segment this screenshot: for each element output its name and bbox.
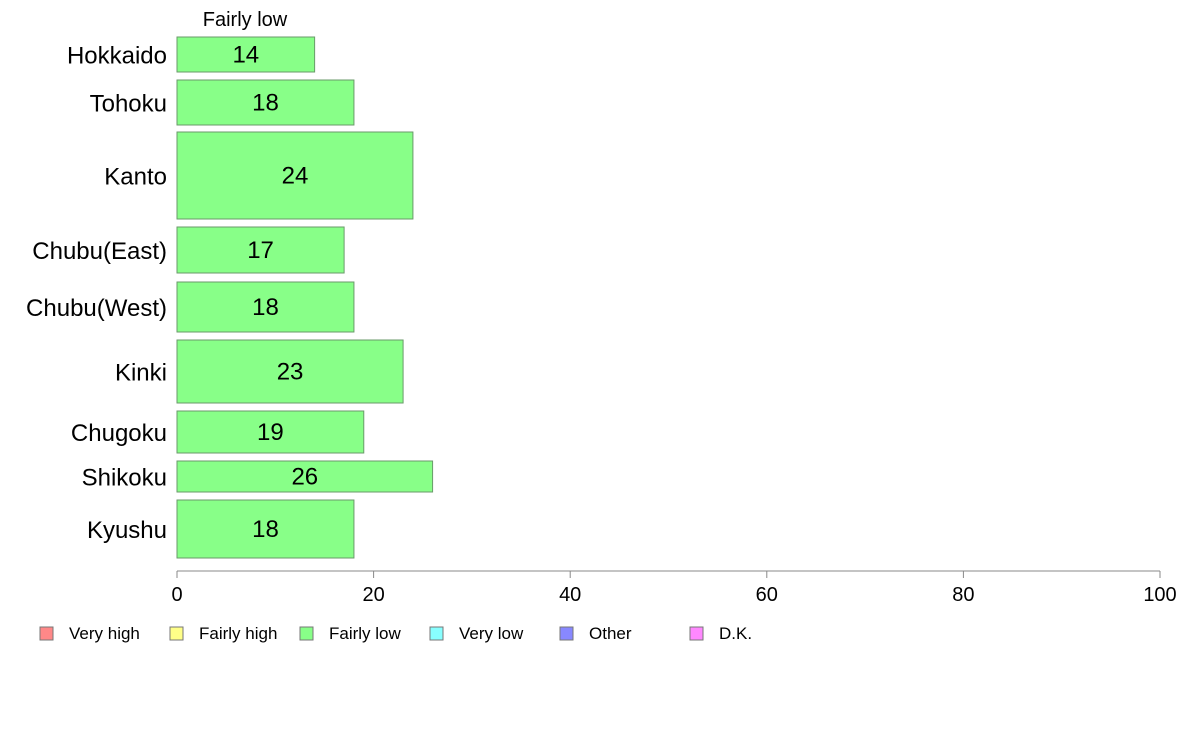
bar-chubu-east: [176, 226, 345, 274]
category-label: Kinki: [115, 360, 167, 387]
legend-label: Very high: [69, 624, 140, 643]
legend-label: Fairly low: [329, 624, 402, 643]
bar-value-label: 18: [252, 294, 279, 321]
bar-kanto: [176, 131, 414, 220]
bar-value-label: 26: [291, 464, 318, 491]
bar-value-label: 18: [252, 516, 279, 543]
category-label: Tohoku: [90, 91, 167, 118]
category-label: Hokkaido: [67, 43, 167, 70]
bar-value-label: 17: [247, 237, 274, 264]
bar-value-label: 19: [257, 419, 284, 446]
legend-swatch: [299, 626, 314, 641]
bar-shikoku: [176, 460, 434, 493]
bar-kyushu: [176, 499, 355, 559]
legend-swatch: [39, 626, 54, 641]
legend-label: Very low: [459, 624, 524, 643]
category-label: Chubu(East): [32, 238, 167, 265]
x-tick-label: 20: [362, 584, 384, 606]
category-label: Chubu(West): [26, 295, 167, 322]
bars-group: 14 18 24 17 18 23 19 26 18: [176, 36, 434, 559]
x-tick-label: 80: [952, 584, 974, 606]
bar-value-label: 14: [232, 42, 259, 69]
bar-tohoku: [176, 79, 355, 126]
category-label: Kyushu: [87, 517, 167, 544]
x-tick-label: 60: [756, 584, 778, 606]
legend-label: Fairly high: [199, 624, 277, 643]
legend-swatch: [169, 626, 184, 641]
category-label: Shikoku: [82, 465, 167, 492]
bar-value-label: 18: [252, 90, 279, 117]
legend-label: D.K.: [719, 624, 752, 643]
category-label: Chugoku: [71, 420, 167, 447]
x-tick-label: 100: [1143, 584, 1176, 606]
x-tick-label: 40: [559, 584, 581, 606]
x-axis: 0 20 40 60 80 100: [171, 570, 1177, 606]
legend-swatch: [429, 626, 444, 641]
series-top-label: Fairly low: [203, 9, 288, 31]
x-tick-label: 0: [171, 584, 182, 606]
category-label: Kanto: [104, 164, 167, 191]
category-labels: Hokkaido Tohoku Kanto Chubu(East) Chubu(West…: [26, 43, 167, 545]
legend: Very high Fairly high Fairly low Very low Ot…: [39, 624, 752, 643]
legend-label: Other: [589, 624, 632, 643]
bar-hokkaido: [176, 36, 316, 73]
bar-chugoku: [176, 410, 365, 454]
bar-chubu-west: [176, 281, 355, 333]
bar-kinki: [176, 339, 404, 404]
legend-swatch: [689, 626, 704, 641]
legend-swatch: [559, 626, 574, 641]
bar-value-label: 24: [282, 163, 309, 190]
bar-value-label: 23: [277, 359, 304, 386]
